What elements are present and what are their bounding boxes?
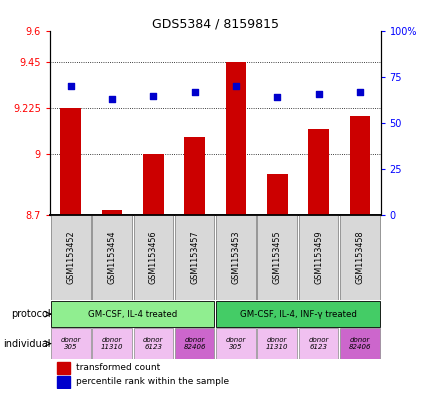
- Text: percentile rank within the sample: percentile rank within the sample: [76, 377, 229, 386]
- Point: [67, 83, 74, 90]
- Bar: [349, 116, 369, 215]
- Bar: [143, 154, 163, 215]
- Bar: [102, 211, 122, 215]
- Bar: [56, 362, 70, 374]
- Bar: [216, 328, 255, 359]
- Text: donor
6123: donor 6123: [308, 337, 328, 350]
- Bar: [92, 328, 132, 359]
- Point: [232, 83, 239, 90]
- Point: [356, 89, 363, 95]
- Title: GDS5384 / 8159815: GDS5384 / 8159815: [151, 17, 278, 30]
- Bar: [133, 328, 173, 359]
- Text: donor
305: donor 305: [225, 337, 246, 350]
- Bar: [298, 215, 338, 299]
- Text: GM-CSF, IL-4 treated: GM-CSF, IL-4 treated: [88, 310, 177, 319]
- Bar: [257, 215, 296, 299]
- Text: GSM1153457: GSM1153457: [190, 231, 199, 284]
- Bar: [308, 129, 328, 215]
- Bar: [339, 215, 379, 299]
- Bar: [92, 215, 132, 299]
- Text: individual: individual: [3, 339, 50, 349]
- Point: [273, 94, 280, 101]
- Text: GM-CSF, IL-4, INF-γ treated: GM-CSF, IL-4, INF-γ treated: [239, 310, 355, 319]
- Text: GSM1153453: GSM1153453: [231, 231, 240, 284]
- Bar: [51, 328, 90, 359]
- Bar: [51, 301, 214, 327]
- Bar: [56, 376, 70, 387]
- Bar: [174, 328, 214, 359]
- Point: [108, 96, 115, 102]
- Bar: [339, 328, 379, 359]
- Bar: [51, 215, 90, 299]
- Text: transformed count: transformed count: [76, 364, 160, 373]
- Bar: [216, 301, 379, 327]
- Text: donor
82406: donor 82406: [348, 337, 370, 350]
- Point: [191, 89, 198, 95]
- Text: donor
305: donor 305: [60, 337, 81, 350]
- Bar: [174, 215, 214, 299]
- Text: GSM1153459: GSM1153459: [313, 231, 322, 284]
- Text: GSM1153454: GSM1153454: [107, 231, 116, 284]
- Text: GSM1153455: GSM1153455: [272, 231, 281, 284]
- Text: GSM1153452: GSM1153452: [66, 231, 75, 284]
- Text: donor
11310: donor 11310: [101, 337, 123, 350]
- Bar: [184, 137, 204, 215]
- Text: donor
82406: donor 82406: [183, 337, 205, 350]
- Bar: [266, 174, 287, 215]
- Bar: [298, 328, 338, 359]
- Text: donor
6123: donor 6123: [143, 337, 163, 350]
- Bar: [225, 62, 246, 215]
- Text: donor
11310: donor 11310: [266, 337, 288, 350]
- Text: GSM1153456: GSM1153456: [148, 231, 158, 284]
- Point: [149, 92, 157, 99]
- Bar: [60, 108, 81, 215]
- Text: GSM1153458: GSM1153458: [355, 231, 364, 284]
- Bar: [257, 328, 296, 359]
- Text: protocol: protocol: [11, 309, 50, 319]
- Bar: [216, 215, 255, 299]
- Bar: [133, 215, 173, 299]
- Point: [315, 90, 322, 97]
